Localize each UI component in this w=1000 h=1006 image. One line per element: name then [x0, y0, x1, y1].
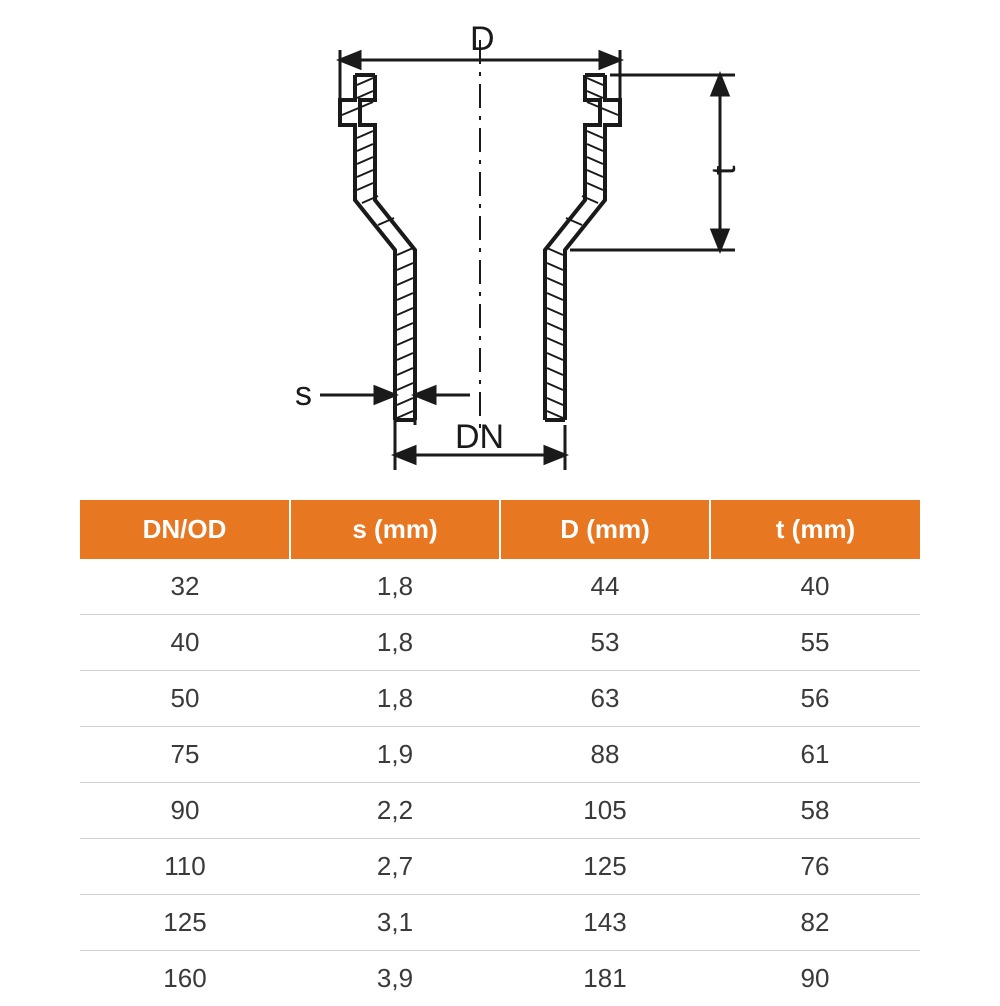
- table-header-cell: s (mm): [290, 500, 500, 559]
- table-row: 501,86356: [80, 671, 920, 727]
- table-cell: 143: [500, 895, 710, 951]
- table-cell: 90: [710, 951, 920, 1006]
- table-cell: 1,8: [290, 671, 500, 727]
- table-row: 902,210558: [80, 783, 920, 839]
- table-row: 321,84440: [80, 559, 920, 615]
- table-row: 401,85355: [80, 615, 920, 671]
- table-cell: 76: [710, 839, 920, 895]
- table-cell: 1,9: [290, 727, 500, 783]
- table-cell: 56: [710, 671, 920, 727]
- table-cell: 1,8: [290, 559, 500, 615]
- dimensions-table: DN/ODs (mm)D (mm)t (mm) 321,84440401,853…: [80, 500, 920, 1006]
- table-cell: 3,9: [290, 951, 500, 1006]
- dim-label-t: t: [705, 165, 743, 175]
- dim-label-D: D: [470, 20, 495, 58]
- table-cell: 50: [80, 671, 290, 727]
- table-cell: 53: [500, 615, 710, 671]
- table-cell: 160: [80, 951, 290, 1006]
- table-cell: 75: [80, 727, 290, 783]
- dim-label-DN: DN: [455, 418, 504, 456]
- table-cell: 2,7: [290, 839, 500, 895]
- table-cell: 2,2: [290, 783, 500, 839]
- table-cell: 55: [710, 615, 920, 671]
- pipe-fitting-diagram: D t s: [0, 20, 1000, 480]
- table-cell: 40: [80, 615, 290, 671]
- table-header-cell: D (mm): [500, 500, 710, 559]
- table-cell: 61: [710, 727, 920, 783]
- table-cell: 88: [500, 727, 710, 783]
- dim-label-s: s: [295, 375, 312, 413]
- table-cell: 110: [80, 839, 290, 895]
- table-cell: 105: [500, 783, 710, 839]
- table-row: 1603,918190: [80, 951, 920, 1006]
- table-cell: 58: [710, 783, 920, 839]
- table-cell: 63: [500, 671, 710, 727]
- table-cell: 90: [80, 783, 290, 839]
- table-cell: 32: [80, 559, 290, 615]
- table-header-cell: t (mm): [710, 500, 920, 559]
- table-header-cell: DN/OD: [80, 500, 290, 559]
- table-cell: 125: [500, 839, 710, 895]
- table-cell: 40: [710, 559, 920, 615]
- table-row: 1253,114382: [80, 895, 920, 951]
- table-cell: 125: [80, 895, 290, 951]
- table-cell: 1,8: [290, 615, 500, 671]
- table-row: 751,98861: [80, 727, 920, 783]
- table-row: 1102,712576: [80, 839, 920, 895]
- table-cell: 44: [500, 559, 710, 615]
- table-cell: 82: [710, 895, 920, 951]
- table-cell: 3,1: [290, 895, 500, 951]
- table-cell: 181: [500, 951, 710, 1006]
